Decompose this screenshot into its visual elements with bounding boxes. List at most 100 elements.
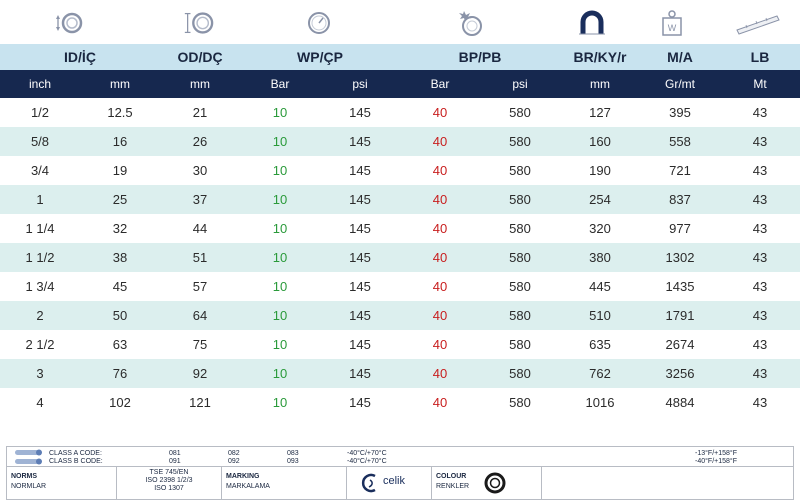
table-cell: 121 bbox=[189, 395, 211, 410]
colour-cell: COLOUR RENKLER bbox=[432, 467, 542, 499]
table-cell: 2 1/2 bbox=[25, 337, 55, 352]
table-cell: 40 bbox=[432, 366, 448, 381]
table-cell: 57 bbox=[192, 279, 208, 294]
norms-label-cell: NORMS NORMLAR bbox=[7, 467, 117, 499]
table-cell: 977 bbox=[669, 221, 691, 236]
table-cell: 3/4 bbox=[30, 163, 50, 178]
class-b-code: 093 bbox=[287, 458, 299, 465]
table-cell: 63 bbox=[112, 337, 128, 352]
table-cell: 145 bbox=[349, 337, 371, 352]
table-cell: 580 bbox=[509, 308, 531, 323]
table-cell: 510 bbox=[589, 308, 611, 323]
table-cell: 320 bbox=[589, 221, 611, 236]
table-row: 1 25 37 10 145 40 580 254 837 43 bbox=[0, 185, 800, 214]
table-cell: 40 bbox=[432, 337, 448, 352]
table-cell: 1302 bbox=[665, 250, 695, 265]
marking-label-tr: MARKALAMA bbox=[226, 483, 270, 490]
table-cell: 445 bbox=[589, 279, 611, 294]
table-cell: 145 bbox=[349, 192, 371, 207]
working-pressure-icon bbox=[303, 8, 335, 38]
footer-empty-cell bbox=[542, 467, 793, 499]
table-cell: 43 bbox=[752, 105, 768, 120]
class-a-code: 082 bbox=[228, 450, 240, 457]
table-cell: 76 bbox=[112, 366, 128, 381]
table-cell: 40 bbox=[432, 279, 448, 294]
table-cell: 145 bbox=[349, 134, 371, 149]
table-cell: 43 bbox=[752, 163, 768, 178]
table-cell: 10 bbox=[272, 337, 288, 352]
marking-cell: MARKING MARKALAMA bbox=[222, 467, 347, 499]
table-cell: 51 bbox=[192, 250, 208, 265]
table-cell: 1 bbox=[36, 192, 44, 207]
marking-label: MARKING bbox=[226, 473, 260, 480]
table-cell: 75 bbox=[192, 337, 208, 352]
table-cell: 145 bbox=[349, 250, 371, 265]
table-cell: 1 1/2 bbox=[25, 250, 55, 265]
table-cell: 40 bbox=[432, 250, 448, 265]
table-row: 2 1/2 63 75 10 145 40 580 635 2674 43 bbox=[0, 330, 800, 359]
table-cell: 635 bbox=[589, 337, 611, 352]
table-cell: 145 bbox=[349, 163, 371, 178]
table-cell: 10 bbox=[272, 163, 288, 178]
table-row: 1 1/4 32 44 10 145 40 580 320 977 43 bbox=[0, 214, 800, 243]
brand-name: celik bbox=[383, 475, 406, 487]
class-b-temp-f: -40°F/+158°F bbox=[695, 458, 737, 465]
table-cell: 50 bbox=[112, 308, 128, 323]
table-row: 2 50 64 10 145 40 580 510 1791 43 bbox=[0, 301, 800, 330]
table-cell: 43 bbox=[752, 192, 768, 207]
table-cell: 32 bbox=[112, 221, 128, 236]
header-od: OD/DÇ bbox=[177, 49, 223, 65]
unit-cell: psi bbox=[352, 77, 368, 91]
svg-text:W: W bbox=[668, 23, 677, 33]
class-a-code: 083 bbox=[287, 450, 299, 457]
unit-cell: mm bbox=[110, 77, 130, 91]
burst-pressure-icon bbox=[455, 8, 487, 38]
class-b-temp-c: -40°C/+70°C bbox=[347, 458, 387, 465]
table-cell: 145 bbox=[349, 105, 371, 120]
table-header-units: inch mm mm Bar psi Bar psi mm Gr/mt Mt bbox=[0, 70, 800, 98]
norms-values-cell: TSE 745/EN ISO 2398 1/2/3 ISO 1307 bbox=[117, 467, 222, 499]
table-cell: 395 bbox=[669, 105, 691, 120]
table-cell: 43 bbox=[752, 250, 768, 265]
celik-logo-icon bbox=[359, 472, 381, 496]
table-cell: 2674 bbox=[665, 337, 695, 352]
header-lb: LB bbox=[750, 49, 770, 65]
class-a-temp-c: -40°C/+70°C bbox=[347, 450, 387, 457]
colour-label: COLOUR bbox=[436, 473, 467, 480]
table-cell: 40 bbox=[432, 308, 448, 323]
norms-label: NORMS bbox=[11, 473, 38, 480]
unit-cell: inch bbox=[28, 77, 51, 91]
table-cell: 580 bbox=[509, 221, 531, 236]
table-cell: 45 bbox=[112, 279, 128, 294]
unit-cell: Bar bbox=[270, 77, 290, 91]
table-cell: 837 bbox=[669, 192, 691, 207]
table-cell: 721 bbox=[669, 163, 691, 178]
table-cell: 43 bbox=[752, 308, 768, 323]
table-cell: 64 bbox=[192, 308, 208, 323]
table-cell: 10 bbox=[272, 221, 288, 236]
table-cell: 38 bbox=[112, 250, 128, 265]
table-cell: 37 bbox=[192, 192, 208, 207]
norm-value: ISO 2398 1/2/3 bbox=[145, 477, 193, 484]
table-cell: 1016 bbox=[585, 395, 615, 410]
table-cell: 44 bbox=[192, 221, 208, 236]
table-cell: 40 bbox=[432, 192, 448, 207]
header-bp: BP/PB bbox=[458, 49, 502, 65]
table-cell: 43 bbox=[752, 366, 768, 381]
table-cell: 19 bbox=[112, 163, 128, 178]
table-cell: 43 bbox=[752, 337, 768, 352]
table-cell: 145 bbox=[349, 279, 371, 294]
table-cell: 10 bbox=[272, 134, 288, 149]
table-cell: 5/8 bbox=[30, 134, 50, 149]
class-a-label: CLASS A CODE: bbox=[49, 450, 102, 457]
table-cell: 43 bbox=[752, 395, 768, 410]
class-b-label: CLASS B CODE: bbox=[49, 458, 103, 465]
table-cell: 40 bbox=[432, 105, 448, 120]
table-cell: 580 bbox=[509, 105, 531, 120]
class-a-code: 081 bbox=[169, 450, 181, 457]
table-row: 1 1/2 38 51 10 145 40 580 380 1302 43 bbox=[0, 243, 800, 272]
unit-cell: Mt bbox=[753, 77, 767, 91]
colour-swatch-icon bbox=[484, 472, 506, 496]
norm-value: TSE 745/EN bbox=[149, 469, 189, 476]
table-cell: 10 bbox=[272, 105, 288, 120]
